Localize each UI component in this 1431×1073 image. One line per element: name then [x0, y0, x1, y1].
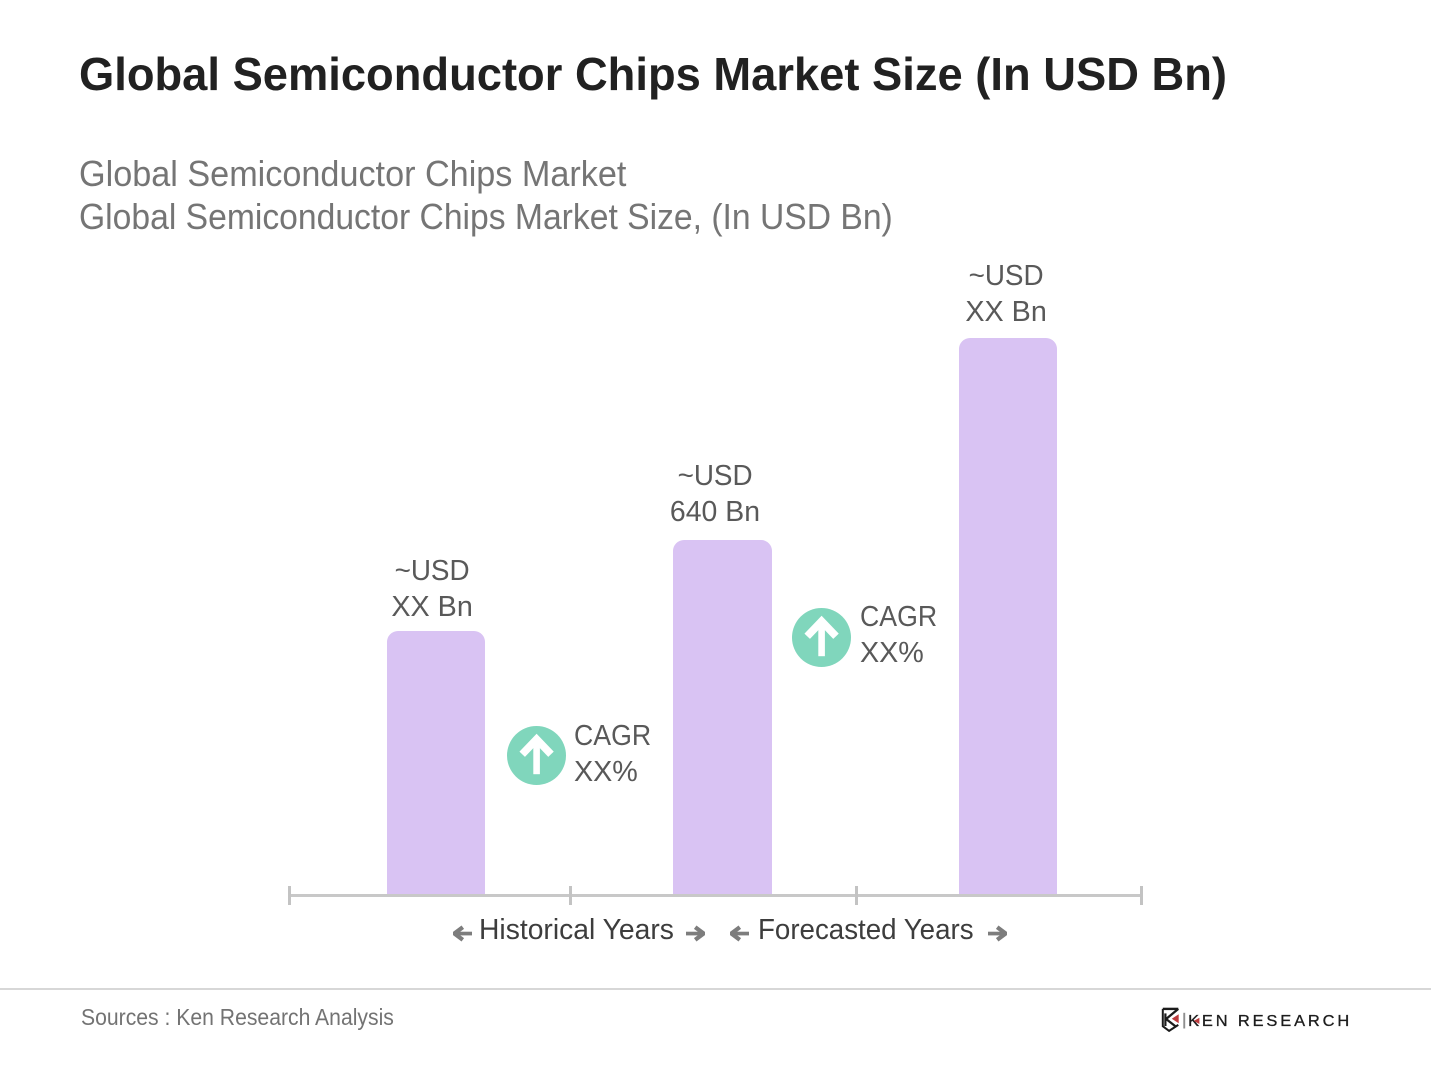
- svg-text:KEN RESEARCH: KEN RESEARCH: [1188, 1013, 1352, 1030]
